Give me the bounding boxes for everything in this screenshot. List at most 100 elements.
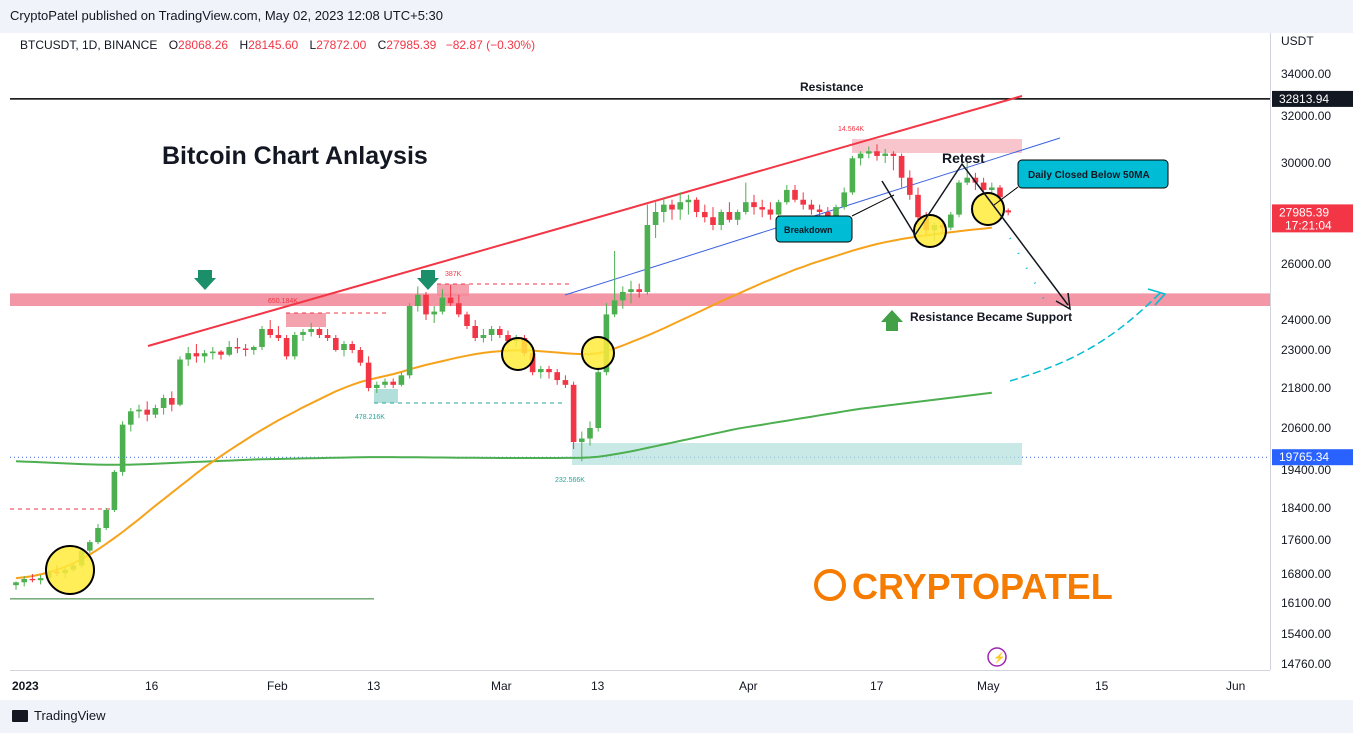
price-label-badge bbox=[1272, 204, 1353, 233]
close-label: C bbox=[377, 38, 387, 52]
candle-body bbox=[685, 199, 692, 203]
candle-body bbox=[21, 578, 27, 583]
candle-body bbox=[849, 158, 856, 193]
candle-body bbox=[505, 335, 511, 341]
symbol-label[interactable]: BTCUSDT, 1D, BINANCE bbox=[20, 38, 158, 52]
candle-body bbox=[472, 326, 478, 338]
highlight-circle bbox=[913, 214, 947, 248]
candle-body bbox=[374, 384, 380, 388]
candle-body bbox=[677, 202, 683, 210]
candle-body bbox=[808, 204, 815, 210]
candle-body bbox=[661, 204, 667, 212]
candle-body bbox=[702, 212, 708, 218]
candle-body bbox=[1005, 210, 1011, 213]
tradingview-logo[interactable]: TradingView bbox=[12, 708, 106, 723]
price-tick-label: 26000.00 bbox=[1281, 257, 1331, 271]
highlight-circle bbox=[971, 192, 1005, 226]
candle-body bbox=[456, 303, 462, 315]
price-tick-label: 24000.00 bbox=[1281, 313, 1331, 327]
time-tick-label: 13 bbox=[591, 679, 605, 693]
ma200-line bbox=[15, 391, 992, 466]
open-label: O bbox=[168, 38, 179, 52]
candle-body bbox=[275, 335, 282, 338]
price-tick-label: 20600.00 bbox=[1281, 421, 1331, 435]
candle-body bbox=[439, 297, 446, 312]
price-axis-svg: USDT34000.0032000.0030000.0028000.002600… bbox=[1272, 34, 1353, 671]
volume-label: 232.566K bbox=[555, 477, 585, 484]
candle-body bbox=[554, 372, 560, 381]
low-value: 27872.00 bbox=[316, 38, 367, 52]
candle-body bbox=[948, 214, 954, 228]
candle-body bbox=[800, 199, 806, 205]
price-label-text: 19765.34 bbox=[1279, 450, 1329, 464]
candle-body bbox=[349, 344, 355, 350]
open-value: 28068.26 bbox=[178, 38, 229, 52]
price-tick-label: 15400.00 bbox=[1281, 627, 1331, 641]
tradingview-brand: TradingView bbox=[34, 708, 106, 723]
price-tick-label: 14760.00 bbox=[1281, 657, 1331, 670]
candle-body bbox=[160, 398, 167, 408]
became-support-label: Resistance Became Support bbox=[910, 310, 1072, 324]
time-axis-svg: 2023 16 Feb 13 Mar 13 Apr 17 May 15 Jun bbox=[12, 679, 1245, 693]
high-value: 28145.60 bbox=[248, 38, 299, 52]
volume-label: 478.216K bbox=[355, 414, 385, 421]
time-tick-label: Mar bbox=[491, 679, 512, 693]
volume-box-red-3 bbox=[852, 139, 1022, 153]
candle-body bbox=[628, 289, 634, 292]
candle-body bbox=[242, 348, 249, 350]
up-arrow-icon bbox=[881, 310, 903, 331]
candle-body bbox=[218, 351, 224, 355]
resistance-support-zone bbox=[10, 293, 1270, 306]
candle-body bbox=[128, 411, 134, 425]
price-axis[interactable]: USDT34000.0032000.0030000.0028000.002600… bbox=[1270, 33, 1353, 671]
candle-body bbox=[792, 189, 798, 200]
candle-body bbox=[611, 300, 618, 315]
candle-body bbox=[579, 438, 585, 442]
candle-body bbox=[308, 329, 314, 332]
price-label-text: 32813.94 bbox=[1279, 92, 1329, 106]
candle-body bbox=[267, 329, 273, 335]
candle-body bbox=[669, 204, 675, 210]
volume-label: 14.564K bbox=[838, 126, 864, 133]
candle-body bbox=[488, 329, 495, 335]
watermark-text: CRYPTOPATEL bbox=[852, 566, 1113, 607]
time-tick-label: Feb bbox=[267, 679, 288, 693]
price-tick-label: 19400.00 bbox=[1281, 463, 1331, 477]
highlight-circle bbox=[45, 545, 95, 595]
candle-body bbox=[185, 353, 191, 360]
time-tick-label: 13 bbox=[367, 679, 381, 693]
candle-body bbox=[292, 335, 298, 357]
candle-body bbox=[956, 182, 962, 215]
candle-body bbox=[710, 217, 716, 225]
candle-body bbox=[833, 207, 839, 216]
candle-body bbox=[398, 375, 405, 385]
price-tick-label: 30000.00 bbox=[1281, 156, 1331, 170]
breakdown-pointer bbox=[851, 194, 895, 217]
candle-body bbox=[644, 225, 651, 292]
candle-body bbox=[169, 398, 175, 405]
time-tick-label: Jun bbox=[1226, 679, 1245, 693]
price-tick-label: 34000.00 bbox=[1281, 67, 1331, 81]
candle-body bbox=[743, 202, 749, 212]
chart-svg[interactable]: Resistance 14.564K 650.184K 387K 478.216K 232… bbox=[10, 33, 1270, 670]
chart-pane[interactable]: Resistance 14.564K 650.184K 387K 478.216K 232… bbox=[10, 33, 1270, 670]
projection-arrow bbox=[989, 200, 1069, 306]
candle-body bbox=[775, 202, 782, 215]
time-axis[interactable]: 2023 16 Feb 13 Mar 13 Apr 17 May 15 Jun bbox=[10, 670, 1270, 701]
candle-body bbox=[587, 428, 593, 439]
price-label-badge bbox=[1272, 449, 1353, 466]
price-tick-label: 18400.00 bbox=[1281, 501, 1331, 515]
candle-body bbox=[570, 384, 577, 442]
change-value: −82.87 (−0.30%) bbox=[445, 38, 536, 52]
chart-title: Bitcoin Chart Anlaysis bbox=[162, 142, 428, 170]
candle-body bbox=[152, 408, 159, 415]
candle-body bbox=[283, 338, 290, 357]
price-tick-label: 23000.00 bbox=[1281, 343, 1331, 357]
volume-label: 650.184K bbox=[268, 298, 298, 305]
low-label: L bbox=[309, 38, 317, 52]
daily-closed-callout bbox=[1017, 159, 1169, 189]
candle-body bbox=[816, 209, 823, 212]
down-arrow-icon bbox=[417, 270, 439, 290]
candle-body bbox=[95, 528, 101, 543]
candle-body bbox=[562, 380, 569, 385]
